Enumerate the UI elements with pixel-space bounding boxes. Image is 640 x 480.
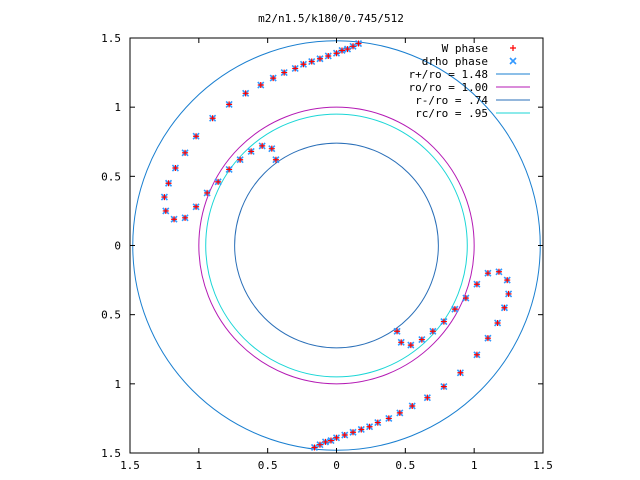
w-phase-point bbox=[366, 423, 373, 430]
w-phase-point bbox=[325, 52, 332, 59]
w-phase-point bbox=[504, 277, 511, 284]
x-tick-label: 0.5 bbox=[258, 459, 278, 472]
w-phase-point bbox=[457, 369, 464, 376]
w-phase-point bbox=[344, 46, 351, 53]
w-phase-point bbox=[451, 306, 458, 313]
w-phase-point bbox=[268, 145, 275, 152]
w-phase-point bbox=[339, 47, 346, 54]
x-tick-label: 1.5 bbox=[120, 459, 140, 472]
w-phase-point bbox=[407, 342, 414, 349]
w-phase-point bbox=[322, 438, 329, 445]
w-phase-point bbox=[358, 426, 365, 433]
legend-label: drho phase bbox=[422, 55, 488, 68]
y-tick-label: 0 bbox=[114, 240, 121, 253]
w-phase-point bbox=[308, 58, 315, 65]
w-phase-point bbox=[350, 429, 357, 436]
drho-phase-point bbox=[509, 57, 517, 65]
w-phase-point bbox=[398, 339, 405, 346]
legend-label: ro/ro = 1.00 bbox=[409, 81, 488, 94]
w-phase-point bbox=[355, 40, 362, 47]
w-phase-point bbox=[316, 441, 323, 448]
y-tick-label: 1 bbox=[114, 378, 121, 391]
w-phase-point bbox=[272, 156, 279, 163]
w-phase-point bbox=[409, 402, 416, 409]
legend-label: W phase bbox=[442, 42, 488, 55]
w-phase-point bbox=[281, 69, 288, 76]
w-phase-point bbox=[394, 328, 401, 335]
reference-circle bbox=[234, 142, 439, 349]
w-phase-point bbox=[226, 101, 233, 108]
w-phase-point bbox=[505, 290, 512, 297]
reference-circle bbox=[198, 106, 475, 385]
w-phase-point bbox=[350, 43, 357, 50]
y-tick-label: 1.5 bbox=[101, 447, 121, 460]
w-phase-point bbox=[193, 133, 200, 140]
w-phase-point bbox=[385, 415, 392, 422]
w-phase-point bbox=[311, 444, 318, 451]
w-phase-point bbox=[257, 82, 264, 89]
y-tick-label: 1.5 bbox=[101, 32, 121, 45]
w-phase-point bbox=[473, 351, 480, 358]
legend-label: r+/ro = 1.48 bbox=[409, 68, 488, 81]
x-tick-label: 1.5 bbox=[533, 459, 553, 472]
x-axis-ticks: 1.5 1 0.5 0 0.5 1 1.5 bbox=[120, 38, 553, 472]
legend-label: rc/ro = .95 bbox=[415, 107, 488, 120]
w-phase-point bbox=[501, 304, 508, 311]
w-phase-point bbox=[172, 165, 179, 172]
w-phase-point bbox=[226, 166, 233, 173]
w-phase-point bbox=[333, 434, 340, 441]
w-phase-point bbox=[341, 432, 348, 439]
w-phase-point bbox=[270, 75, 277, 82]
w-phase-point bbox=[182, 149, 189, 156]
w-phase-point bbox=[510, 45, 516, 51]
reference-circle bbox=[205, 113, 468, 378]
x-tick-label: 0 bbox=[333, 459, 340, 472]
w-phase-point bbox=[161, 194, 168, 201]
y-tick-label: 0.5 bbox=[101, 309, 121, 322]
legend-label: r-/ro = .74 bbox=[415, 94, 488, 107]
w-phase-point bbox=[424, 394, 431, 401]
x-tick-label: 1 bbox=[471, 459, 478, 472]
w-phase-point bbox=[193, 203, 200, 210]
w-phase-point bbox=[209, 115, 216, 122]
y-tick-label: 1 bbox=[114, 101, 121, 114]
w-phase-point bbox=[292, 65, 299, 72]
w-phase-point bbox=[473, 281, 480, 288]
w-phase-point bbox=[462, 295, 469, 302]
w-phase-point bbox=[484, 335, 491, 342]
w-phase-point bbox=[204, 189, 211, 196]
w-phase-point bbox=[396, 409, 403, 416]
w-phase-point bbox=[182, 214, 189, 221]
chart-title: m2/n1.5/k180/0.745/512 bbox=[258, 12, 404, 25]
w-phase-point bbox=[418, 336, 425, 343]
w-phase-point bbox=[494, 319, 501, 326]
w-phase-point bbox=[259, 142, 266, 149]
w-phase-point bbox=[374, 419, 381, 426]
w-phase-point bbox=[429, 328, 436, 335]
y-axis-ticks: 1.5 1 0.5 0 0.5 1 1.5 bbox=[101, 32, 543, 460]
w-phase-point bbox=[237, 156, 244, 163]
w-phase-point bbox=[495, 268, 502, 275]
w-phase-point bbox=[162, 207, 169, 214]
phase-points bbox=[160, 39, 513, 452]
w-phase-point bbox=[242, 90, 249, 97]
w-phase-point bbox=[215, 178, 222, 185]
w-phase-point bbox=[440, 383, 447, 390]
y-tick-label: 0.5 bbox=[101, 170, 121, 183]
w-phase-point bbox=[248, 148, 255, 155]
x-tick-label: 0.5 bbox=[395, 459, 415, 472]
w-phase-point bbox=[165, 180, 172, 187]
w-phase-point bbox=[171, 216, 178, 223]
w-phase-point bbox=[316, 55, 323, 62]
w-phase-point bbox=[300, 61, 307, 68]
w-phase-point bbox=[440, 318, 447, 325]
w-phase-point bbox=[327, 437, 334, 444]
w-phase-point bbox=[333, 50, 340, 57]
w-phase-point bbox=[484, 270, 491, 277]
x-tick-label: 1 bbox=[196, 459, 203, 472]
